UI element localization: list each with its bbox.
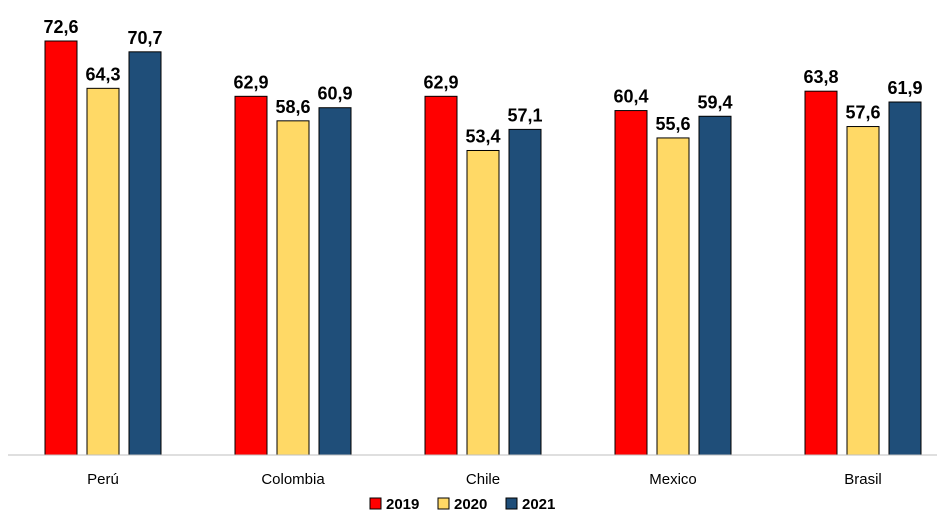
legend-swatch-2019 <box>369 497 382 510</box>
data-label: 53,4 <box>465 126 500 146</box>
x-tick-label: Chile <box>466 471 500 488</box>
data-label: 60,4 <box>613 87 648 107</box>
bar-mexico-2019 <box>614 110 648 456</box>
data-label: 62,9 <box>233 72 268 92</box>
data-label: 60,9 <box>317 84 352 104</box>
x-tick-label: Mexico <box>649 471 697 488</box>
bar-mexico-2021 <box>698 115 732 456</box>
data-label: 72,6 <box>43 17 78 37</box>
bar-per--2019 <box>44 40 78 456</box>
bar-chile-2020 <box>466 149 500 456</box>
bars-layer <box>44 40 922 456</box>
data-label: 58,6 <box>275 97 310 117</box>
bar-colombia-2019 <box>234 95 268 456</box>
legend-label-2021: 2021 <box>522 496 555 513</box>
bar-colombia-2021 <box>318 107 352 456</box>
legend: 2019 2020 2021 <box>369 496 555 513</box>
bar-per--2020 <box>86 87 120 456</box>
bar-per--2021 <box>128 51 162 456</box>
bar-brasil-2021 <box>888 101 922 456</box>
data-labels-layer: 72,6 64,3 70,7 62,9 58,6 60,9 62,9 53,4 57,1 60,4… <box>43 17 922 146</box>
x-tick-labels: Perú Colombia Chile Mexico Brasil <box>87 471 882 488</box>
data-label: 55,6 <box>655 114 690 134</box>
data-label: 57,6 <box>845 103 880 123</box>
data-label: 61,9 <box>887 78 922 98</box>
data-label: 59,4 <box>697 92 732 112</box>
legend-label-2020: 2020 <box>454 496 487 513</box>
legend-label-2019: 2019 <box>386 496 419 513</box>
bar-colombia-2020 <box>276 120 310 456</box>
data-label: 63,8 <box>803 67 838 87</box>
x-tick-label: Colombia <box>261 471 325 488</box>
data-label: 57,1 <box>507 105 542 125</box>
bar-mexico-2020 <box>656 137 690 456</box>
bar-brasil-2020 <box>846 126 880 456</box>
x-tick-label: Brasil <box>844 471 882 488</box>
bar-chile-2019 <box>424 95 458 456</box>
data-label: 64,3 <box>85 64 120 84</box>
legend-swatch-2020 <box>437 497 450 510</box>
data-label: 62,9 <box>423 72 458 92</box>
data-label: 70,7 <box>127 28 162 48</box>
legend-swatch-2021 <box>505 497 518 510</box>
bar-chile-2021 <box>508 128 542 456</box>
x-tick-label: Perú <box>87 471 119 488</box>
bar-brasil-2019 <box>804 90 838 456</box>
